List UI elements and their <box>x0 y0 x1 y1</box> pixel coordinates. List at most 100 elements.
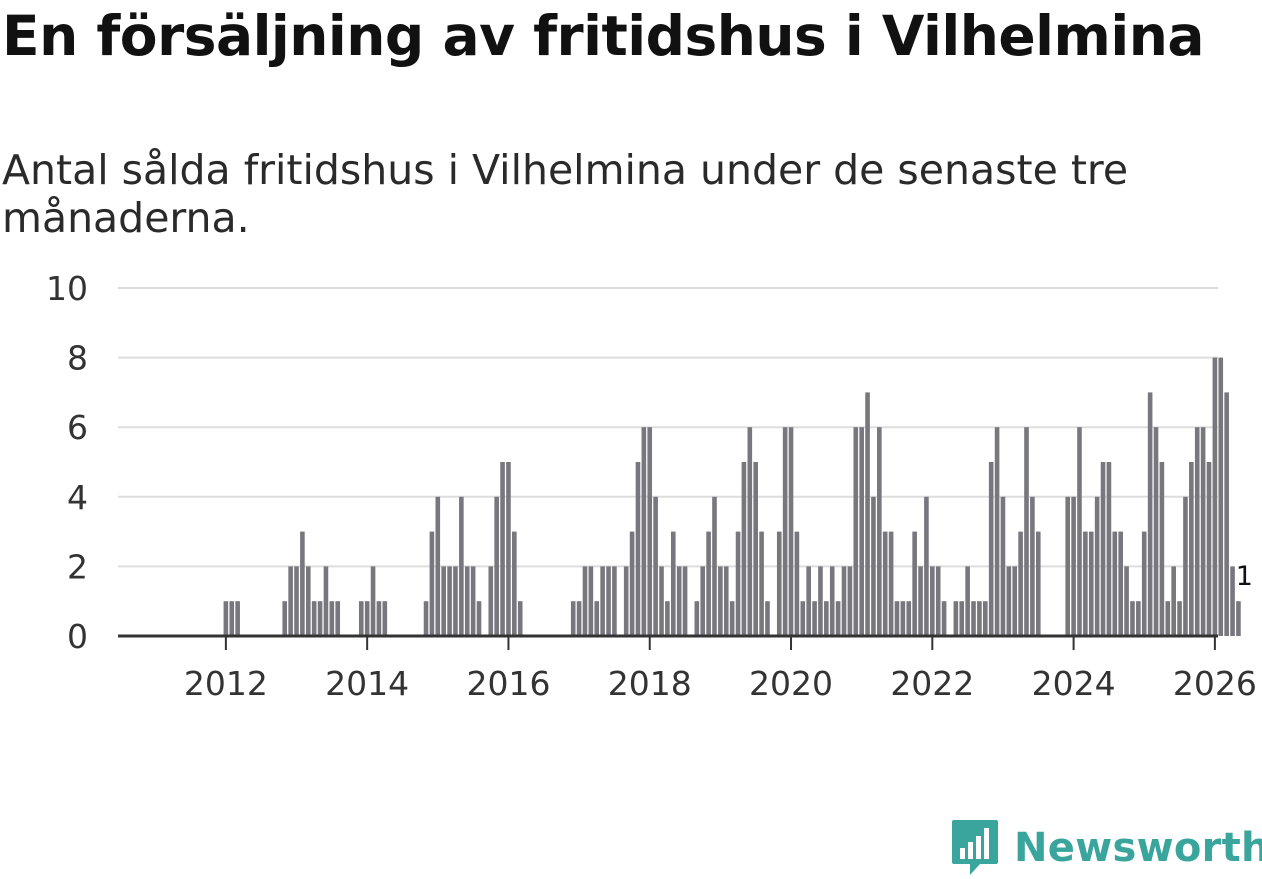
bar <box>665 601 670 636</box>
bar <box>835 601 841 636</box>
bar <box>735 531 741 636</box>
bar <box>588 566 594 636</box>
bar <box>294 566 299 636</box>
bar <box>1206 462 1212 636</box>
bar <box>1035 531 1041 636</box>
bar <box>676 566 682 636</box>
bar <box>1106 462 1112 636</box>
bar <box>1218 357 1224 636</box>
x-tick-label: 2012 <box>184 664 268 703</box>
bar <box>1194 427 1200 636</box>
bar <box>623 566 629 636</box>
bar <box>300 531 305 636</box>
bar <box>311 601 317 636</box>
bar <box>1077 427 1082 636</box>
bar <box>941 601 947 636</box>
bar <box>776 531 782 636</box>
bar <box>935 566 941 636</box>
bar <box>859 427 864 636</box>
bar <box>900 601 906 636</box>
bar <box>1177 601 1182 636</box>
bar <box>1153 427 1159 636</box>
bar <box>447 566 452 636</box>
x-tick-label: 2022 <box>890 664 974 703</box>
bar <box>953 601 959 636</box>
x-tick-label: 2020 <box>749 664 833 703</box>
bar <box>659 566 664 636</box>
bar <box>818 566 823 636</box>
bar <box>871 496 876 636</box>
logo-text: Newsworthy <box>1014 825 1262 871</box>
bar <box>1065 496 1071 636</box>
bar <box>500 462 505 636</box>
bar <box>1171 566 1176 636</box>
bar <box>918 566 923 636</box>
bar <box>924 496 929 636</box>
bar <box>305 566 311 636</box>
bar <box>1071 496 1076 636</box>
bar <box>965 566 970 636</box>
y-tick-label: 6 <box>67 408 88 447</box>
bar <box>1083 531 1088 636</box>
bar <box>782 427 788 636</box>
bar <box>370 566 376 636</box>
bar <box>765 601 770 636</box>
bar <box>464 566 470 636</box>
bar <box>1100 462 1106 636</box>
bar <box>877 427 882 636</box>
bar <box>1230 566 1235 636</box>
bar <box>364 601 370 636</box>
bar <box>894 601 900 636</box>
bar <box>1088 531 1094 636</box>
bar <box>653 496 658 636</box>
bar <box>865 392 870 636</box>
bar <box>718 566 723 636</box>
bar <box>459 496 464 636</box>
bar <box>435 496 441 636</box>
bar <box>317 601 323 636</box>
bar <box>488 566 494 636</box>
bar <box>1018 531 1023 636</box>
bar <box>1200 427 1206 636</box>
axes: 0 2 4 6 8 10 1 2012 2014 2016 2018 2020 2022 2024 2026 <box>46 269 1257 703</box>
bar <box>1118 531 1123 636</box>
chart-title: En försäljning av fritidshus i Vilhelmin… <box>2 4 1204 68</box>
bar <box>600 566 605 636</box>
bar <box>1212 357 1218 636</box>
gridlines <box>118 287 1218 568</box>
bar <box>1236 601 1241 636</box>
bar <box>977 601 982 636</box>
bar <box>441 566 446 636</box>
bar <box>882 531 888 636</box>
bar <box>517 601 523 636</box>
bar <box>1112 531 1118 636</box>
bar <box>1000 496 1006 636</box>
bar <box>800 601 806 636</box>
bar <box>323 566 329 636</box>
bar <box>635 462 641 636</box>
x-tick-label: 2026 <box>1173 664 1257 703</box>
bar <box>930 566 935 636</box>
bar <box>741 462 747 636</box>
bar <box>806 566 811 636</box>
x-tick-label: 2014 <box>325 664 409 703</box>
bar <box>470 566 476 636</box>
bar <box>476 601 482 636</box>
bar <box>288 566 293 636</box>
bar <box>1141 531 1147 636</box>
bar <box>647 427 653 636</box>
bar <box>1165 601 1171 636</box>
bar <box>453 566 458 636</box>
bar <box>729 601 735 636</box>
x-tick-label: 2018 <box>608 664 692 703</box>
bar <box>282 601 288 636</box>
bar <box>824 601 829 636</box>
bar <box>641 427 647 636</box>
y-tick-label: 8 <box>67 339 88 378</box>
bar <box>1006 566 1012 636</box>
bar <box>606 566 611 636</box>
x-tick-label: 2016 <box>466 664 550 703</box>
bar <box>229 601 235 636</box>
bar <box>812 601 817 636</box>
